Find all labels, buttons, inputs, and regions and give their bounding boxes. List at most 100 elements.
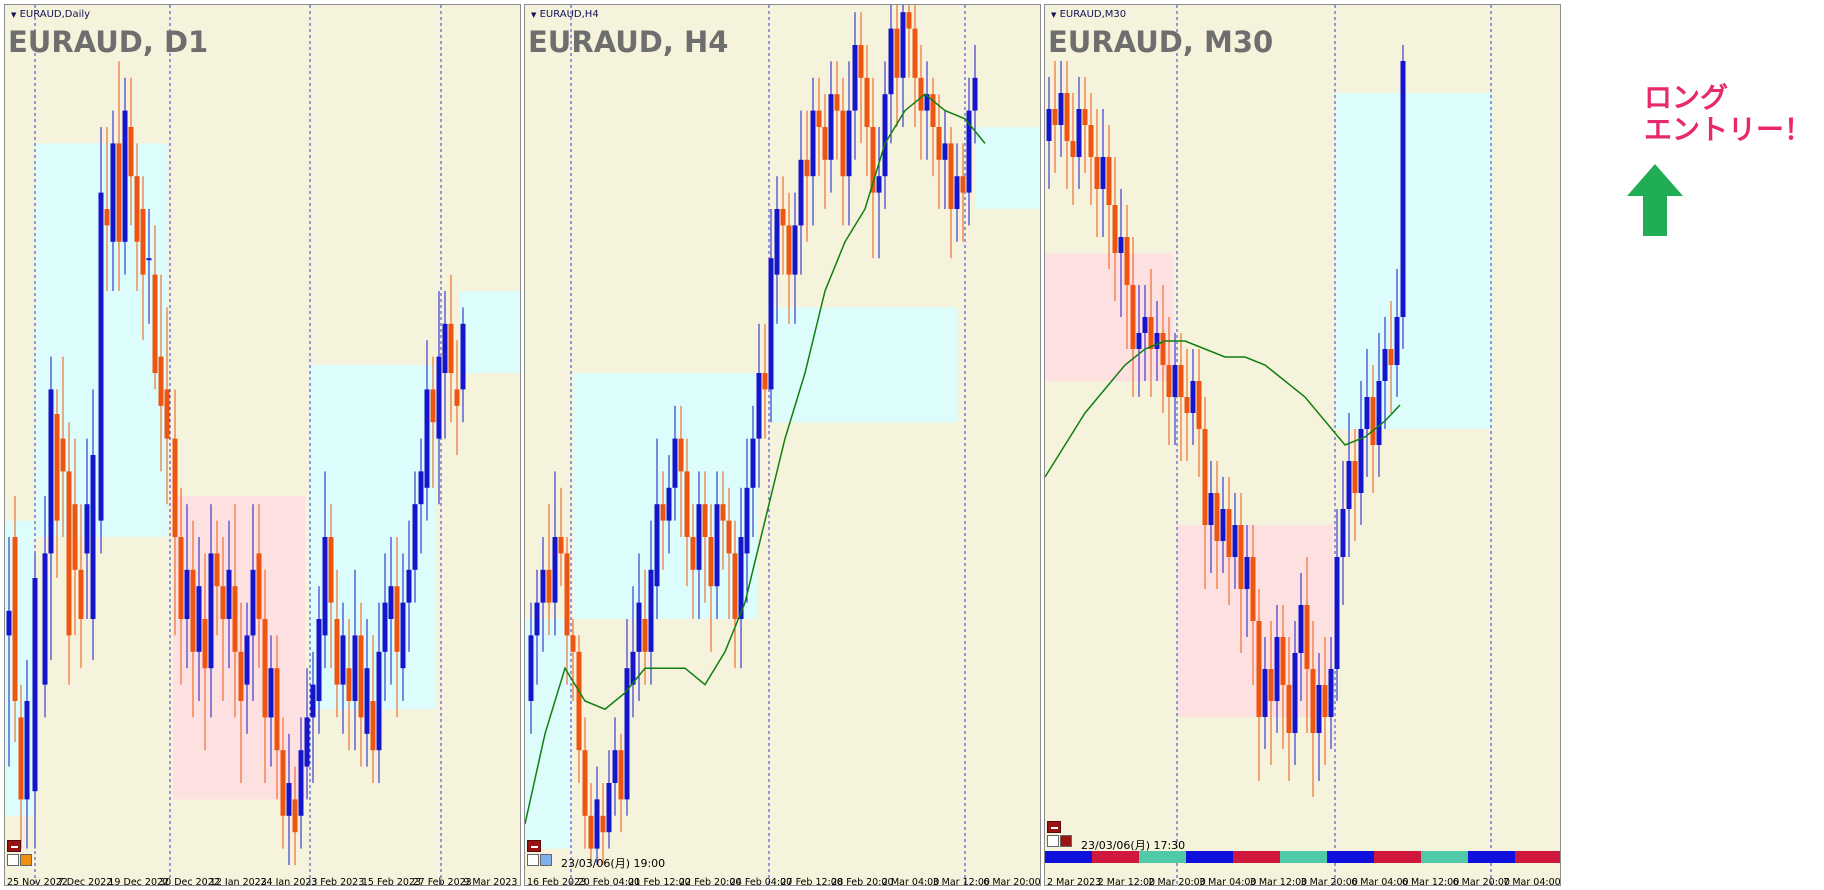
minimize-icon[interactable] bbox=[7, 840, 21, 852]
orange-toggle-icon[interactable] bbox=[20, 854, 32, 866]
candle-17 bbox=[630, 586, 636, 718]
candle-19 bbox=[128, 77, 134, 226]
candle-body bbox=[90, 455, 96, 619]
candle-1 bbox=[1052, 61, 1058, 173]
session-strip-segment-2 bbox=[1139, 851, 1187, 863]
minimize-icon[interactable] bbox=[527, 840, 541, 852]
candle-26 bbox=[684, 438, 690, 587]
candle-60 bbox=[376, 602, 382, 783]
time-axis-label-4: 12 Jan 2023 bbox=[210, 877, 267, 886]
candle-body bbox=[1088, 125, 1094, 157]
chart-panel-m30[interactable]: 2 Mar 2023 2 Mar 12:00 2 Mar 20:00 3 Mar 04… bbox=[1044, 4, 1561, 886]
candle-body bbox=[340, 635, 346, 685]
candle-14 bbox=[98, 127, 104, 554]
moving-average-line bbox=[525, 93, 986, 825]
session-strip-segment-4 bbox=[1233, 851, 1281, 863]
trade-panel-icon[interactable] bbox=[1047, 835, 1059, 847]
candle-body bbox=[316, 619, 322, 701]
candle-body bbox=[654, 504, 660, 587]
candle-body bbox=[72, 504, 78, 570]
candle-5 bbox=[1076, 77, 1082, 189]
red-toggle-icon[interactable] bbox=[1060, 835, 1072, 847]
session-strip-segment-10 bbox=[1515, 851, 1560, 863]
candle-54 bbox=[340, 602, 346, 734]
candle-62 bbox=[900, 5, 906, 127]
candle-body bbox=[1166, 365, 1172, 397]
candle-30 bbox=[708, 504, 714, 652]
candle-body bbox=[1268, 669, 1274, 701]
dropdown-arrow-icon[interactable]: ▼ bbox=[11, 11, 17, 19]
candle-body bbox=[382, 602, 388, 652]
candle-body bbox=[1316, 685, 1322, 733]
trade-panel-icon[interactable] bbox=[7, 854, 19, 866]
trade-panel-icon[interactable] bbox=[527, 854, 539, 866]
candle-body bbox=[1364, 397, 1370, 429]
candle-56 bbox=[864, 45, 870, 177]
candle-29 bbox=[190, 520, 196, 718]
candle-body bbox=[966, 110, 972, 193]
candle-body bbox=[1118, 237, 1124, 253]
candle-body bbox=[570, 635, 576, 652]
candle-body bbox=[618, 750, 624, 800]
candle-body bbox=[666, 487, 672, 521]
chart-panel-h4[interactable]: 16 Feb 2023 20 Feb 04:00 21 Feb 12:00 22 Fe… bbox=[524, 4, 1041, 886]
candle-body bbox=[798, 159, 804, 226]
candle-body bbox=[1376, 381, 1382, 445]
candle-body bbox=[84, 504, 90, 554]
callout-line-2: エントリー！ bbox=[1644, 113, 1813, 146]
chart-panel-d1[interactable]: 25 Nov 2022 7 Dec 2022 19 Dec 2022 30 Dec 2… bbox=[4, 4, 521, 886]
candle-body bbox=[322, 537, 328, 636]
candle-42 bbox=[268, 635, 274, 767]
blue-toggle-icon[interactable] bbox=[540, 854, 552, 866]
candle-65 bbox=[406, 520, 412, 652]
time-axis-label-0: 25 Nov 2022 bbox=[7, 877, 68, 886]
candle-body bbox=[178, 537, 184, 619]
candle-2 bbox=[540, 537, 546, 652]
candle-70 bbox=[436, 291, 442, 505]
dropdown-arrow-icon[interactable]: ▼ bbox=[1051, 11, 1057, 19]
candle-33 bbox=[726, 487, 732, 619]
candle-68 bbox=[424, 340, 430, 521]
crosshair-time-m30: 23/03/06(月) 17:30 bbox=[1081, 839, 1186, 852]
moving-average-line bbox=[1045, 340, 1401, 478]
candle-51 bbox=[322, 471, 328, 669]
long-entry-callout: ロング エントリー！ bbox=[1644, 82, 1812, 146]
candle-body bbox=[1064, 93, 1070, 141]
candle-body bbox=[394, 586, 400, 652]
candle-body bbox=[1340, 509, 1346, 557]
candle-29 bbox=[702, 471, 708, 603]
candle-body bbox=[1244, 557, 1250, 589]
candle-40 bbox=[768, 209, 774, 423]
candle-body bbox=[528, 635, 534, 701]
demand-zone-2 bbox=[1335, 93, 1491, 429]
candle-body bbox=[954, 176, 960, 209]
candle-body bbox=[172, 438, 178, 537]
candle-body bbox=[1148, 317, 1154, 349]
minimize-icon[interactable] bbox=[1047, 821, 1061, 833]
candle-body bbox=[1226, 509, 1232, 557]
candle-body bbox=[196, 586, 202, 652]
session-strip-segment-0 bbox=[1045, 851, 1093, 863]
time-axis-label-6: 6 Mar 04:00 bbox=[1351, 877, 1408, 886]
chart-controls-h4[interactable] bbox=[527, 840, 557, 880]
candle-63 bbox=[906, 5, 912, 78]
candle-body bbox=[1106, 157, 1112, 205]
candle-body bbox=[214, 553, 220, 587]
chart-controls-d1[interactable] bbox=[7, 840, 37, 880]
candle-24 bbox=[672, 405, 678, 521]
chart-controls-m30[interactable] bbox=[1047, 821, 1077, 861]
dropdown-arrow-icon[interactable]: ▼ bbox=[531, 11, 537, 19]
candle-body bbox=[1046, 109, 1052, 141]
candle-body bbox=[882, 94, 888, 177]
chart-title-d1: EURAUD, D1 bbox=[8, 25, 209, 59]
candle-body bbox=[256, 553, 262, 619]
candle-39 bbox=[1280, 605, 1286, 749]
candle-69 bbox=[430, 356, 436, 488]
time-axis-label-0: 16 Feb 2023 bbox=[527, 877, 586, 886]
candle-body bbox=[582, 750, 588, 816]
candle-21 bbox=[654, 438, 660, 619]
time-axis-label-5: 27 Feb 12:00 bbox=[781, 877, 843, 886]
